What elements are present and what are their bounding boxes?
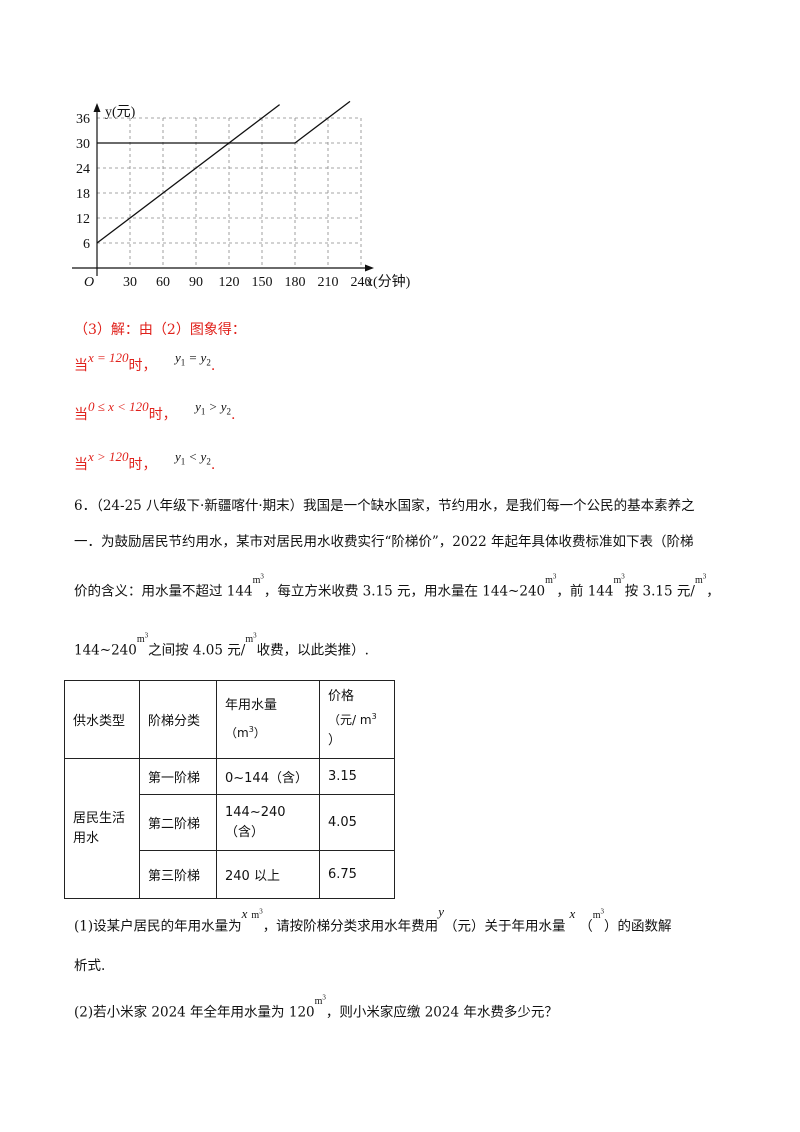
x-tick-label: 90 [189,275,203,290]
y-tick-label: 18 [76,187,90,202]
solution-case-2: 当0 ≤ x < 120时， y1 > y2. [74,399,236,423]
table-row: 第二阶梯 144~240 （含） 4.05 [65,794,395,851]
header-price: 价格 （元/ m3 ） [319,680,395,759]
question-1-line-1: (1)设某户居民的年用水量为x m3，请按阶梯分类求用水年费用y（元）关于年用水量… [74,904,672,935]
table-header-row: 供水类型 阶梯分类 年用水量 （m3） 价格 （元/ m3 ） [64,680,395,759]
solution-case-3: 当x > 120时， y1 < y2. [74,449,216,473]
water-price-table: 供水类型 阶梯分类 年用水量 （m3） 价格 （元/ m3 ） 居民生活用水 第… [64,680,395,899]
cell-price: 3.15 [319,758,395,795]
when-word: 当 [74,457,88,473]
cell-tier: 第二阶梯 [139,794,217,851]
case-condition: 0 ≤ x < 120 [88,399,149,414]
problem-6-line-4: 144~240m3之间按 4.05 元/m3收费，以此类推）. [74,632,369,659]
cell-tier: 第三阶梯 [139,850,217,899]
x-tick-label: 150 [252,275,273,290]
cell-tier: 第一阶梯 [139,758,217,795]
x-tick-label: 120 [219,275,240,290]
when-word: 当 [74,407,88,423]
problem-6-line-2: 一．为鼓励居民节约用水，某市对居民用水收费实行“阶梯价”，2022 年起年具体收… [74,534,694,550]
y-tick-label: 12 [76,212,90,227]
series-label-y2: y2 [283,98,296,100]
series-lines [96,100,351,244]
cell-usage: 0~144（含） [216,758,320,795]
solution-heading: （3）解：由（2）图象得： [74,322,246,338]
case-condition: x > 120 [88,449,129,464]
x-axis-label: x(分钟) [366,273,411,290]
case-result: y1 < y2 [175,449,211,467]
header-annual-usage: 年用水量 （m3） [216,680,320,759]
cell-usage: 144~240 （含） [216,794,320,851]
cell-usage: 240 以上 [216,850,320,899]
grid-lines [97,117,362,268]
x-tick-label: 30 [123,275,137,290]
series-label-y1: y1 [353,98,366,100]
cell-price: 4.05 [319,794,395,851]
x-tick-label: 180 [285,275,306,290]
y-axis-arrow [93,103,101,112]
header-supply-type: 供水类型 [64,680,140,759]
series-line-y2 [96,104,280,244]
cell-category: 居民生活用水 [64,758,140,899]
table-row: 居民生活用水 第一阶梯 0~144（含） 3.15 [64,758,395,899]
case-result: y1 = y2 [175,350,211,368]
when-word: 当 [74,358,88,374]
y-tick-label: 24 [76,162,90,177]
x-tick-label: 210 [318,275,339,290]
time-word: 时， [128,358,157,374]
question-1-line-2: 析式. [74,958,106,974]
header-tier: 阶梯分类 [139,680,217,759]
question-2: (2)若小米家 2024 年全年用水量为 120m3，则小米家应缴 2024 年… [74,994,558,1021]
cell-price: 6.75 [319,850,395,899]
problem-6-line-3: 价的含义：用水量不超过 144m3，每立方米收费 3.15 元，用水量在 144… [74,573,720,600]
x-tick-label: 240 [351,275,372,290]
series-labels: y2 y1 [283,98,366,100]
time-word: 时， [148,407,177,423]
y-tick-label: 6 [83,237,90,252]
axes [72,103,374,276]
solution-case-1: 当x = 120时， y1 = y2. [74,350,216,374]
x-axis-arrow [365,264,374,272]
y-axis-label: y(元) [105,105,136,120]
time-word: 时， [128,457,157,473]
problem-6-line-1: 6．（24-25 八年级下·新疆喀什·期末）我国是一个缺水国家，节约用水，是我们… [74,498,695,514]
x-tick-label: 60 [156,275,170,290]
tick-labels: 30 60 90 120 150 180 210 240 6 12 18 24 30 36 [76,112,372,290]
case-result: y1 > y2 [195,399,231,417]
case-condition: x = 120 [88,350,129,365]
origin-label: O [84,275,94,290]
y-tick-label: 36 [76,112,90,127]
series-line-y1 [97,100,351,144]
table-row: 第三阶梯 240 以上 6.75 [65,850,395,899]
y-tick-label: 30 [76,137,90,152]
